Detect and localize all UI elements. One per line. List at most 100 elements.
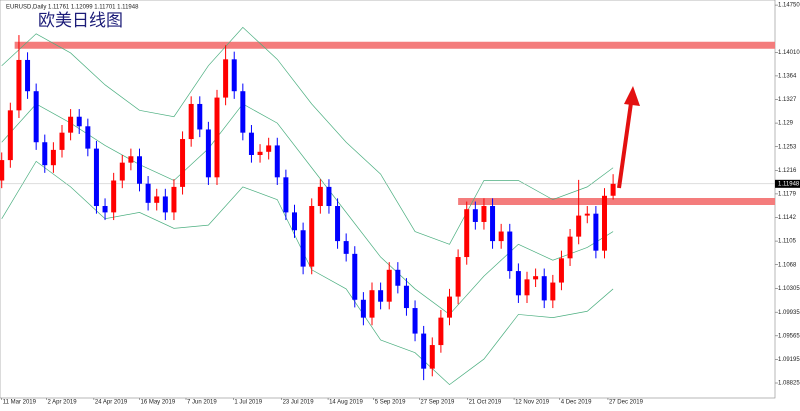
current-price-label: 1.11948	[778, 181, 800, 187]
candle-body	[180, 139, 186, 187]
candle-body	[472, 209, 478, 222]
candle-body	[343, 241, 349, 254]
x-tick-label: 27 Dec 2019	[609, 400, 644, 406]
candle-body	[266, 145, 272, 152]
y-tick-label: 1.09195	[778, 357, 800, 363]
y-tick-label: 1.08825	[778, 381, 800, 387]
candle-body	[300, 230, 306, 267]
candle-body	[558, 258, 564, 283]
candle-body	[421, 333, 427, 369]
x-tick-label: 16 May 2019	[141, 400, 176, 406]
candle-body	[68, 116, 74, 133]
candle-body	[231, 59, 237, 92]
candle-body	[292, 212, 297, 231]
candle-body	[447, 296, 452, 318]
candle-body	[610, 183, 616, 196]
candle-body	[412, 308, 418, 334]
candle-body	[429, 345, 435, 369]
candle-body	[59, 132, 65, 150]
y-tick-label: 1.1216	[778, 168, 797, 174]
candle-body	[378, 290, 384, 302]
candle-body	[162, 196, 168, 213]
chart-header: EURUSD,Daily 1.11761 1.12099 1.11701 1.1…	[6, 5, 139, 11]
y-tick-label: 1.09565	[778, 333, 800, 339]
candle-body	[498, 231, 504, 242]
x-tick-label: 23 Jul 2019	[283, 400, 315, 406]
candle-body	[257, 151, 263, 155]
y-tick-label: 1.10305	[778, 286, 800, 292]
y-tick-label: 1.1105	[778, 239, 797, 245]
y-tick-label: 1.1142	[778, 215, 797, 221]
candle-body	[602, 195, 607, 251]
candle-body	[240, 91, 246, 133]
annotation-arrow	[617, 86, 640, 189]
arrow-shaft	[617, 102, 633, 189]
candle-body	[248, 132, 254, 155]
candle-body	[438, 317, 444, 346]
candle-body	[188, 103, 194, 140]
candle-body	[145, 183, 151, 203]
candle-body	[464, 209, 470, 258]
chart-title: 欧美日线图	[38, 11, 123, 30]
candle-body	[515, 271, 521, 296]
current-price-box	[775, 179, 800, 188]
candle-body	[584, 213, 590, 216]
candle-body	[85, 126, 91, 149]
candle-body	[7, 110, 13, 161]
candle-body	[550, 282, 556, 301]
x-tick-label: 2 Apr 2019	[48, 400, 78, 406]
candle-body	[593, 213, 599, 251]
candle-body	[567, 236, 573, 259]
candle-body	[326, 186, 332, 207]
candle-body	[137, 156, 142, 184]
candle-body	[317, 186, 323, 207]
x-tick-label: 7 Jun 2019	[187, 400, 217, 406]
candle-body	[541, 276, 547, 301]
candle-body	[33, 91, 39, 143]
y-tick-label: 1.129	[778, 121, 794, 127]
y-tick-label: 1.14750	[778, 3, 800, 9]
x-tick-label: 11 Mar 2019	[3, 400, 37, 406]
candle-body	[76, 116, 82, 127]
candle-body	[395, 269, 401, 286]
arrow-head	[624, 86, 640, 106]
candle-body	[214, 97, 220, 178]
candle-body	[119, 162, 125, 181]
y-tick-label: 1.1179	[778, 191, 797, 197]
candle-body	[360, 299, 366, 318]
band-middle	[1, 103, 614, 315]
x-tick-label: 27 Sep 2019	[420, 400, 455, 406]
candle-body	[524, 279, 530, 296]
x-tick-label: 21 Oct 2019	[469, 400, 502, 406]
candle-body	[283, 177, 289, 213]
y-tick-label: 1.1327	[778, 97, 797, 103]
candle-body	[16, 59, 22, 111]
x-tick-label: 24 Apr 2019	[95, 400, 128, 406]
candle-body	[309, 206, 315, 267]
candle-body	[576, 215, 582, 237]
y-tick-label: 1.1253	[778, 144, 797, 150]
candle-body	[369, 290, 375, 318]
x-tick-label: 14 Aug 2019	[329, 400, 363, 406]
candle-body	[205, 129, 211, 178]
y-tick-label: 1.1068	[778, 262, 797, 268]
x-tick-label: 12 Nov 2019	[515, 400, 550, 406]
y-tick-label: 1.09935	[778, 310, 800, 316]
x-tick-label: 1 Jul 2019	[234, 400, 262, 406]
candle-body	[386, 269, 392, 302]
candle-body	[274, 145, 280, 178]
candle-body	[197, 103, 203, 130]
band-upper	[1, 26, 614, 245]
candle-body	[403, 285, 409, 309]
candle-body	[50, 149, 56, 166]
x-tick-label: 5 Sep 2019	[375, 400, 406, 406]
candle-body	[533, 276, 539, 280]
candle-body	[93, 148, 99, 207]
x-tick-label: 4 Dec 2019	[561, 400, 592, 406]
y-tick-label: 1.1364	[778, 73, 797, 79]
candle-body	[0, 160, 5, 181]
candle-body	[154, 196, 160, 203]
candle-body	[335, 206, 341, 242]
candle-body	[507, 231, 513, 272]
